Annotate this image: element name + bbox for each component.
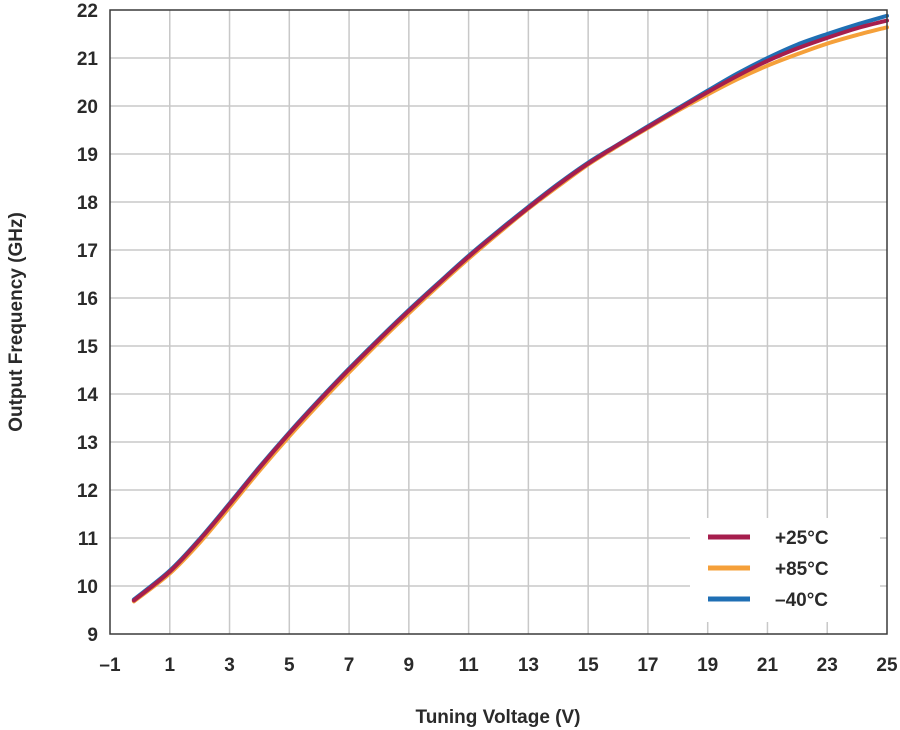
x-tick-labels: –1 1 3 5 7 9 11 13 15 17 19 21 23 25 (99, 655, 898, 676)
x-tick-label: 1 (164, 655, 175, 676)
x-tick-label: 7 (344, 655, 355, 676)
x-tick-label: 3 (224, 655, 235, 676)
y-tick-label: 19 (77, 145, 98, 166)
y-tick-labels: 9 10 11 12 13 14 15 16 17 18 19 20 21 22 (77, 1, 99, 646)
x-tick-label: 9 (404, 655, 415, 676)
series-line-2 (131, 25, 889, 604)
x-axis-label: Tuning Voltage (V) (416, 707, 581, 728)
y-tick-label: 12 (77, 481, 98, 502)
y-tick-label: 9 (87, 625, 98, 646)
legend: +25°C +85°C –40°C (690, 518, 880, 622)
y-tick-label: 16 (77, 289, 98, 310)
y-axis-label: Output Frequency (GHz) (6, 212, 27, 432)
x-tick-label: 19 (697, 655, 718, 676)
x-tick-label: 25 (876, 655, 898, 676)
y-tick-label: 14 (77, 385, 99, 406)
x-tick-label: 21 (757, 655, 779, 676)
x-tick-label: 11 (459, 655, 480, 676)
y-tick-label: 11 (78, 529, 99, 550)
x-tick-label: 17 (637, 655, 658, 676)
y-tick-label: 17 (77, 241, 98, 262)
y-tick-label: 18 (77, 193, 98, 214)
plot-frame (109, 9, 888, 635)
y-tick-label: 21 (77, 49, 99, 70)
y-tick-label: 15 (77, 337, 99, 358)
series-line-1 (131, 13, 889, 602)
legend-label: +25°C (775, 528, 829, 549)
x-tick-label: 15 (578, 655, 600, 676)
y-tick-label: 10 (77, 577, 98, 598)
x-tick-label: 23 (817, 655, 838, 676)
x-tick-label: 13 (518, 655, 539, 676)
legend-label: +85°C (775, 559, 829, 580)
x-tick-label: –1 (99, 655, 121, 676)
legend-label: –40°C (775, 590, 828, 611)
y-tick-label: 20 (77, 97, 98, 118)
series-line-3 (131, 18, 889, 603)
y-tick-label: 13 (77, 433, 98, 454)
y-tick-label: 22 (77, 1, 98, 22)
x-tick-label: 5 (284, 655, 295, 676)
series-lines (131, 13, 889, 604)
